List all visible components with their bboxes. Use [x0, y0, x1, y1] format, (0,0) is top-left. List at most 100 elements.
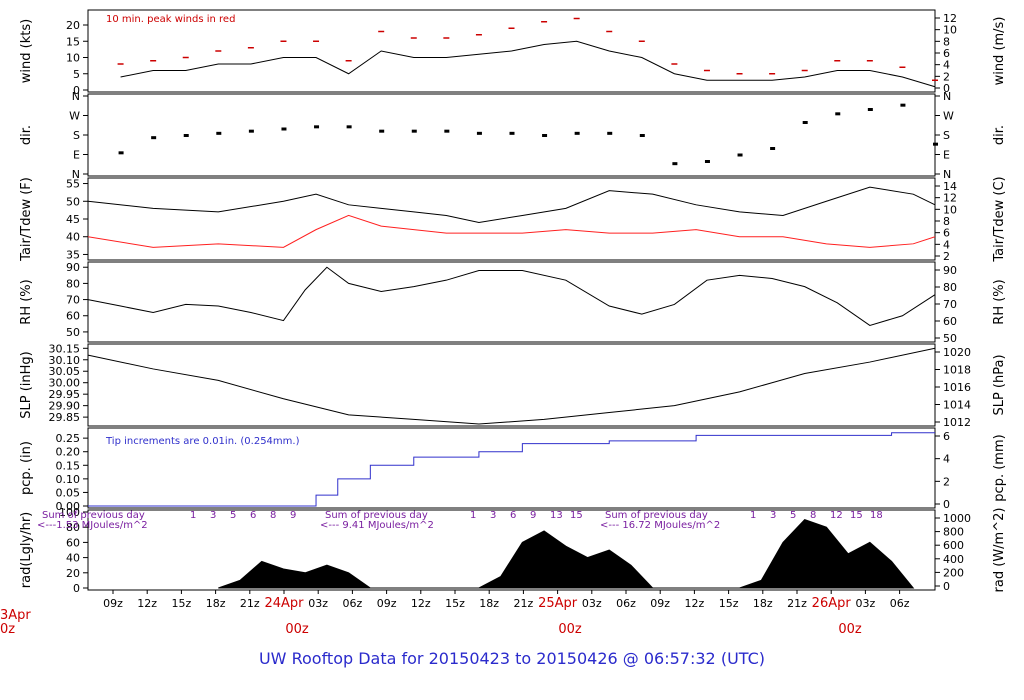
y-axis-label-right: rad (W/m^2) — [992, 508, 1007, 593]
y-tick-label-left: 20 — [66, 567, 80, 580]
direction-point — [672, 162, 678, 166]
direction-point — [770, 147, 776, 150]
direction-point — [379, 129, 385, 133]
x-hour-label: 06z — [890, 597, 910, 610]
y-tick-label-right: 1000 — [943, 512, 971, 525]
panel-frame — [87, 343, 936, 427]
x-hour-label: 03z — [582, 597, 602, 610]
hour-marker: 8 — [810, 510, 816, 521]
direction-point — [183, 134, 189, 137]
y-tick-label-left: 100 — [59, 506, 80, 519]
y-tick-label-right: 2 — [943, 475, 950, 488]
y-tick-label-left: 45 — [66, 213, 80, 226]
x-date-tick-label: 24Apr — [264, 596, 304, 611]
y-tick-label-left: 80 — [66, 521, 80, 534]
direction-point — [216, 131, 222, 135]
y-axis-label-right: SLP (hPa) — [992, 354, 1007, 415]
y-tick-label-left: 0.15 — [56, 459, 81, 472]
hour-marker: 9 — [290, 510, 296, 521]
hour-marker: 3 — [490, 510, 496, 521]
date-label-bottom: 00z — [285, 622, 309, 637]
radiation-sum-label: Sum of previous day — [605, 510, 708, 521]
y-tick-label-left: 29.90 — [49, 400, 81, 413]
hour-marker: 1 — [190, 510, 196, 521]
panel-frame — [87, 93, 936, 177]
series-line-wind — [120, 40, 936, 88]
hour-marker: 9 — [530, 510, 536, 521]
y-tick-label-right: 60 — [943, 315, 957, 328]
hour-marker: 18 — [870, 510, 883, 521]
y-tick-label-right: 80 — [943, 281, 957, 294]
hour-marker: 5 — [230, 510, 236, 521]
x-hour-label: 21z — [787, 597, 807, 610]
y-tick-label-right: 0 — [943, 498, 950, 511]
panel-annotation: Tip increments are 0.01in. (0.254mm.) — [105, 436, 300, 447]
x-hour-label: 18z — [753, 597, 773, 610]
y-tick-label-right: 6 — [943, 430, 950, 443]
y-tick-label-right: 4 — [943, 453, 950, 466]
panel-annotation: 10 min. peak winds in red — [106, 14, 235, 25]
y-tick-label-right: N — [943, 168, 951, 181]
peak-wind-marks — [117, 17, 938, 81]
series-line-pcp — [88, 432, 935, 507]
panel-frame — [87, 509, 936, 591]
y-tick-label-right: 1016 — [943, 381, 971, 394]
y-tick-label-left: 30.05 — [49, 365, 81, 378]
y-tick-label-left: 0.25 — [56, 432, 81, 445]
x-hour-label: 12z — [411, 597, 431, 610]
y-tick-label-left: 50 — [66, 326, 80, 339]
y-tick-label-left: 0 — [73, 84, 80, 97]
y-tick-label-right: 2 — [943, 70, 950, 83]
y-tick-label-left: 70 — [66, 294, 80, 307]
y-tick-label-left: 40 — [66, 231, 80, 244]
direction-point — [314, 125, 320, 129]
y-tick-label-right: 1020 — [943, 346, 971, 359]
y-tick-label-left: E — [73, 149, 80, 162]
y-tick-label-right: 200 — [943, 566, 964, 579]
panel-frame — [87, 261, 936, 343]
y-axis-label-right: wind (m/s) — [992, 17, 1007, 86]
y-tick-label-right: 6 — [943, 227, 950, 240]
y-tick-label-left: 55 — [66, 178, 80, 191]
y-tick-label-right: 0 — [943, 82, 950, 95]
hour-marker: 6 — [250, 510, 256, 521]
y-tick-label-left: 30.00 — [49, 377, 81, 390]
y-tick-label-left: 0.20 — [56, 446, 81, 459]
y-tick-label-left: 0.10 — [56, 473, 81, 486]
x-hour-label: 15z — [445, 597, 465, 610]
y-tick-label-left: 10 — [66, 52, 80, 65]
y-axis-label-left: pcp. (in) — [19, 441, 34, 495]
figure-title: UW Rooftop Data for 20150423 to 20150426… — [258, 649, 766, 668]
direction-points — [118, 103, 938, 166]
hour-marker: 12 — [830, 510, 843, 521]
y-tick-label-right: 2 — [943, 250, 950, 263]
hour-marker: 1 — [470, 510, 476, 521]
y-tick-label-left: 15 — [66, 35, 80, 48]
y-tick-label-left: 29.95 — [49, 388, 81, 401]
y-tick-label-right: 6 — [943, 47, 950, 60]
y-tick-label-right: 600 — [943, 539, 964, 552]
y-tick-label-left: 30.15 — [49, 342, 81, 355]
direction-point — [933, 142, 938, 146]
direction-point — [151, 136, 157, 140]
y-tick-label-right: W — [943, 110, 954, 123]
y-tick-label-left: 60 — [66, 536, 80, 549]
series-line-SLP — [87, 347, 936, 425]
direction-point — [737, 153, 743, 157]
y-tick-label-left: 90 — [66, 261, 80, 274]
series-line-Tdew — [87, 214, 936, 248]
direction-point — [802, 121, 808, 124]
y-tick-label-right: E — [943, 149, 950, 162]
y-tick-label-left: 50 — [66, 195, 80, 208]
x-hour-label: 18z — [479, 597, 499, 610]
hour-marker: 13 — [550, 510, 563, 521]
direction-point — [509, 131, 515, 135]
y-tick-label-right: 8 — [943, 35, 950, 48]
hour-marker: 1 — [750, 510, 756, 521]
y-tick-label-left: 80 — [66, 277, 80, 290]
y-tick-label-right: 12 — [943, 192, 957, 205]
y-tick-label-right: 14 — [943, 180, 957, 193]
y-axis-label-right: RH (%) — [992, 279, 1007, 324]
x-hour-label: 12z — [685, 597, 705, 610]
